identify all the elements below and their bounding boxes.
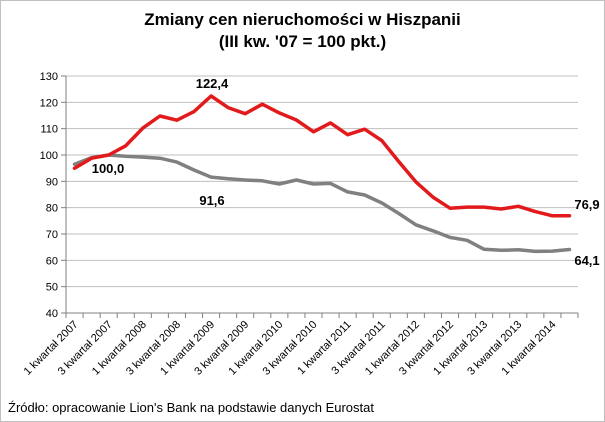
series-line-red [72, 94, 572, 218]
annotation-end-grey: 64,1 [574, 253, 599, 268]
axes [61, 75, 579, 318]
chart-title: Zmiany cen nieruchomości w Hiszpanii [144, 10, 461, 29]
y-tick-label: 50 [46, 282, 58, 294]
grid-lines [66, 75, 578, 314]
annotation-base-red: 100,0 [92, 161, 125, 176]
y-tick-label: 60 [46, 255, 58, 267]
chart-subtitle: (III kw. '07 = 100 pkt.) [218, 32, 387, 51]
y-tick-labels: 40 50 60 70 80 90 100 110 120 130 [40, 71, 58, 320]
y-tick-label: 90 [46, 176, 58, 188]
annotation-end-red: 76,9 [574, 197, 599, 212]
y-tick-label: 80 [46, 203, 58, 215]
source-note: Źródło: opracowanie Lion's Bank na podst… [8, 400, 374, 415]
annotation-grey-2009: 91,6 [199, 193, 224, 208]
series-line-grey [72, 153, 572, 254]
y-tick-label: 100 [40, 150, 58, 162]
y-tick-label: 120 [40, 97, 58, 109]
y-tick-label: 130 [40, 71, 58, 83]
annotation-peak: 122,4 [196, 76, 229, 91]
y-tick-label: 70 [46, 229, 58, 241]
data-labels: 122,4 100,0 91,6 76,9 64,1 [92, 76, 600, 268]
y-tick-label: 110 [40, 124, 58, 136]
series-lines [72, 94, 572, 254]
y-tick-label: 40 [46, 308, 58, 320]
